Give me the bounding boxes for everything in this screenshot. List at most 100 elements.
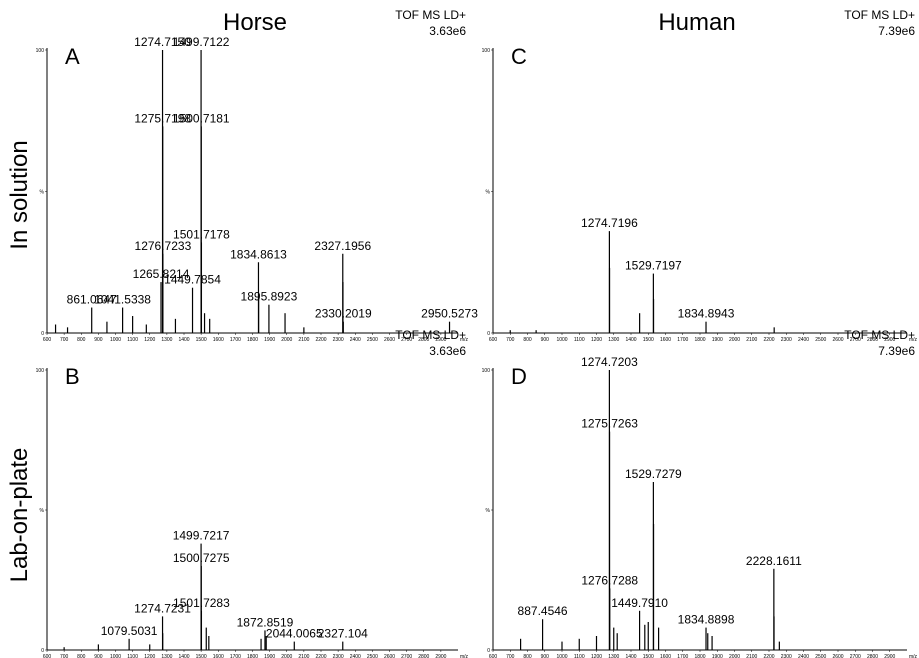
peak-label: 1834.8898 bbox=[678, 613, 735, 627]
x-tick-label: 1400 bbox=[625, 337, 636, 343]
x-tick-label: 1900 bbox=[264, 654, 275, 658]
x-tick-label: 1400 bbox=[178, 337, 189, 343]
peak-label: 1274.7231 bbox=[134, 601, 191, 615]
peak-label: 1529.7197 bbox=[625, 259, 682, 273]
x-tick-label: 2600 bbox=[384, 654, 395, 658]
peak-label: 1872.8519 bbox=[237, 615, 294, 629]
y-tick-label: 100 bbox=[482, 368, 491, 374]
row-title: In solution bbox=[6, 140, 33, 249]
peak-label: 1500.7275 bbox=[173, 551, 230, 565]
x-tick-label: 2000 bbox=[729, 654, 740, 658]
panel-label: D bbox=[511, 364, 527, 389]
intensity-label: 7.39e6 bbox=[878, 344, 915, 358]
x-tick-label: 800 bbox=[523, 654, 532, 658]
column-title: Horse bbox=[223, 9, 287, 36]
x-tick-label: 2500 bbox=[367, 337, 378, 343]
x-tick-label: 2200 bbox=[315, 337, 326, 343]
peak-label: 1501.7178 bbox=[173, 227, 230, 241]
x-axis-label: m/z bbox=[909, 654, 918, 658]
x-tick-label: 1500 bbox=[643, 337, 654, 343]
x-tick-label: 2500 bbox=[815, 337, 826, 343]
x-tick-label: 1900 bbox=[712, 337, 723, 343]
peak-label: 1834.8943 bbox=[678, 307, 735, 321]
panel-label: C bbox=[511, 44, 527, 69]
x-tick-label: 1400 bbox=[178, 654, 189, 658]
x-tick-label: 1600 bbox=[213, 654, 224, 658]
x-tick-label: 1900 bbox=[712, 654, 723, 658]
x-tick-label: 600 bbox=[489, 654, 498, 658]
x-tick-label: 2700 bbox=[401, 337, 412, 343]
peak-label: 1499.7122 bbox=[173, 35, 230, 49]
instrument-label: TOF MS LD+ bbox=[395, 328, 466, 342]
x-tick-label: 1500 bbox=[196, 654, 207, 658]
x-tick-label: 600 bbox=[43, 337, 52, 343]
x-tick-label: 2900 bbox=[435, 654, 446, 658]
intensity-label: 3.63e6 bbox=[429, 24, 466, 38]
peak-label: 1501.7283 bbox=[173, 596, 230, 610]
peak-label: 2327.104 bbox=[318, 627, 368, 641]
x-tick-label: 2100 bbox=[746, 337, 757, 343]
x-tick-label: 1300 bbox=[608, 337, 619, 343]
y-tick-label: 100 bbox=[482, 48, 491, 54]
x-tick-label: 700 bbox=[506, 337, 515, 343]
x-tick-label: 1200 bbox=[591, 337, 602, 343]
panel-label: A bbox=[65, 44, 80, 69]
x-tick-label: 900 bbox=[541, 654, 550, 658]
peak-label: 1275.7198 bbox=[134, 111, 191, 125]
y-tick-label: % bbox=[40, 190, 45, 196]
x-tick-label: 2600 bbox=[832, 654, 843, 658]
x-tick-label: 2600 bbox=[832, 337, 843, 343]
x-tick-label: 1100 bbox=[574, 337, 585, 343]
x-tick-label: 2700 bbox=[850, 654, 861, 658]
x-tick-label: 1500 bbox=[196, 337, 207, 343]
peak-label: 1274.7203 bbox=[581, 355, 638, 369]
intensity-label: 3.63e6 bbox=[429, 344, 466, 358]
peak-label: 2228.1611 bbox=[746, 554, 802, 568]
x-tick-label: 2200 bbox=[763, 654, 774, 658]
x-tick-label: 900 bbox=[94, 337, 103, 343]
y-tick-label: 0 bbox=[487, 331, 490, 337]
x-tick-label: 1800 bbox=[694, 654, 705, 658]
x-tick-label: 1700 bbox=[677, 654, 688, 658]
x-tick-label: 900 bbox=[541, 337, 550, 343]
x-tick-label: 1000 bbox=[110, 337, 121, 343]
x-tick-label: 1300 bbox=[161, 337, 172, 343]
x-tick-label: 1800 bbox=[247, 654, 258, 658]
x-tick-label: 1800 bbox=[247, 337, 258, 343]
x-tick-label: 2700 bbox=[401, 654, 412, 658]
x-tick-label: 800 bbox=[77, 337, 86, 343]
y-tick-label: % bbox=[486, 190, 491, 196]
x-tick-label: 2000 bbox=[729, 337, 740, 343]
peak-label: 1265.8214 bbox=[133, 267, 190, 281]
x-axis-label: m/z bbox=[909, 337, 918, 343]
x-tick-label: 700 bbox=[60, 337, 69, 343]
instrument-label: TOF MS LD+ bbox=[395, 8, 466, 22]
x-tick-label: 1000 bbox=[110, 654, 121, 658]
x-tick-label: 2400 bbox=[798, 337, 809, 343]
x-tick-label: 2900 bbox=[435, 337, 446, 343]
peak-label: 1449.7854 bbox=[164, 273, 221, 287]
x-tick-label: 2400 bbox=[350, 337, 361, 343]
x-tick-label: 1200 bbox=[591, 654, 602, 658]
y-tick-label: 100 bbox=[36, 48, 45, 54]
peak-label: 887.4546 bbox=[518, 604, 568, 618]
x-tick-label: 2700 bbox=[850, 337, 861, 343]
peak-label: 1834.8613 bbox=[230, 247, 287, 261]
peak-label: 1529.7279 bbox=[625, 467, 682, 481]
x-tick-label: 1600 bbox=[660, 337, 671, 343]
intensity-label: 7.39e6 bbox=[878, 24, 915, 38]
x-tick-label: 800 bbox=[523, 337, 532, 343]
x-tick-label: 2300 bbox=[333, 654, 344, 658]
x-tick-label: 2300 bbox=[781, 654, 792, 658]
column-title: Human bbox=[658, 9, 735, 36]
x-tick-label: 2800 bbox=[418, 337, 429, 343]
x-axis-label: m/z bbox=[460, 654, 469, 658]
x-tick-label: 2900 bbox=[884, 654, 895, 658]
instrument-label: TOF MS LD+ bbox=[844, 328, 915, 342]
peak-label: 1499.7217 bbox=[173, 529, 230, 543]
peak-label: 2330.2019 bbox=[315, 307, 372, 321]
x-tick-label: 1700 bbox=[677, 337, 688, 343]
x-tick-label: 1000 bbox=[556, 337, 567, 343]
x-tick-label: 2500 bbox=[367, 654, 378, 658]
y-tick-label: % bbox=[40, 508, 45, 514]
